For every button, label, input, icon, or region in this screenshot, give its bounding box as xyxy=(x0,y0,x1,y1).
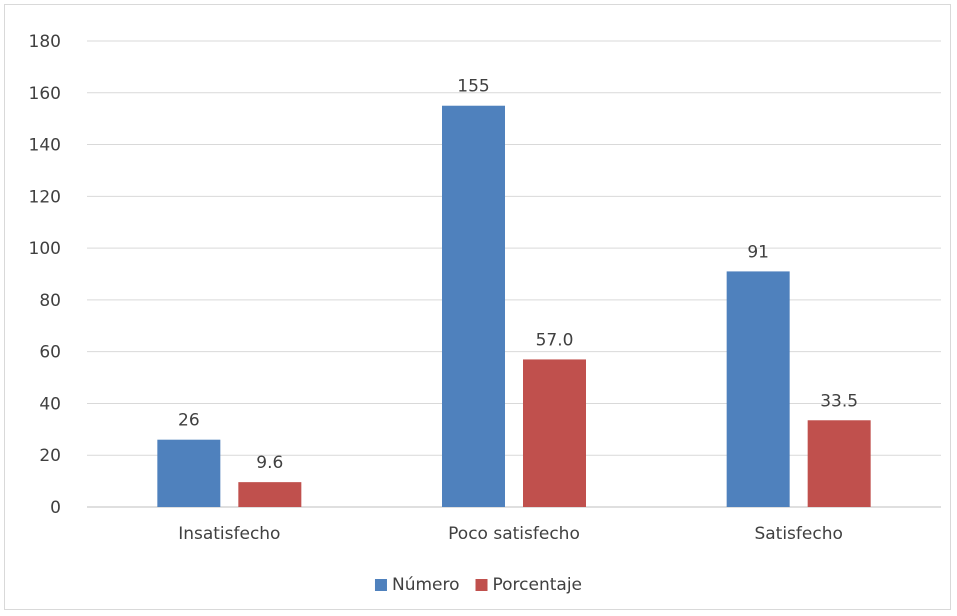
chart-container: 0 20 40 60 80 100 120 140 160 180 26 9.6 155 57.0 91 3… xyxy=(4,4,951,610)
y-tick-label: 120 xyxy=(29,187,61,207)
data-label: 26 xyxy=(178,411,200,431)
bar-porcentaje xyxy=(807,420,871,507)
bars xyxy=(157,105,871,507)
legend-swatch xyxy=(475,579,488,591)
y-tick-label: 160 xyxy=(29,84,61,104)
bar-numero xyxy=(442,105,505,507)
y-tick-label: 20 xyxy=(39,446,61,466)
legend-item: Número xyxy=(374,575,460,595)
bar-porcentaje xyxy=(238,482,302,507)
bar-numero xyxy=(726,271,790,507)
legend-swatch xyxy=(374,579,387,591)
data-label: 91 xyxy=(747,242,769,262)
legend: Número Porcentaje xyxy=(374,575,583,595)
bar-chart: 0 20 40 60 80 100 120 140 160 180 26 9.6 155 57.0 91 3… xyxy=(29,32,941,595)
y-tick-label: 100 xyxy=(29,239,61,259)
x-tick-label: Satisfecho xyxy=(754,524,842,544)
x-axis-tick-labels: Insatisfecho Poco satisfecho Satisfecho xyxy=(178,524,843,544)
gridlines xyxy=(87,40,941,508)
y-tick-label: 140 xyxy=(29,136,61,156)
data-labels: 26 9.6 155 57.0 91 33.5 xyxy=(178,77,858,473)
x-tick-label: Insatisfecho xyxy=(178,524,280,544)
y-tick-label: 180 xyxy=(29,32,61,52)
y-tick-label: 0 xyxy=(50,498,61,518)
y-tick-label: 80 xyxy=(39,291,61,311)
bar-porcentaje xyxy=(523,359,586,507)
y-tick-label: 40 xyxy=(39,394,61,414)
legend-item: Porcentaje xyxy=(475,575,583,595)
data-label: 155 xyxy=(457,77,489,97)
y-tick-label: 60 xyxy=(39,343,61,363)
bar-numero xyxy=(157,439,221,507)
legend-label: Porcentaje xyxy=(493,575,583,595)
x-tick-label: Poco satisfecho xyxy=(448,524,580,544)
legend-label: Número xyxy=(392,575,460,595)
data-label: 33.5 xyxy=(820,391,858,411)
data-label: 57.0 xyxy=(536,330,574,350)
data-label: 9.6 xyxy=(256,453,283,473)
y-axis-tick-labels: 0 20 40 60 80 100 120 140 160 180 xyxy=(29,32,61,518)
